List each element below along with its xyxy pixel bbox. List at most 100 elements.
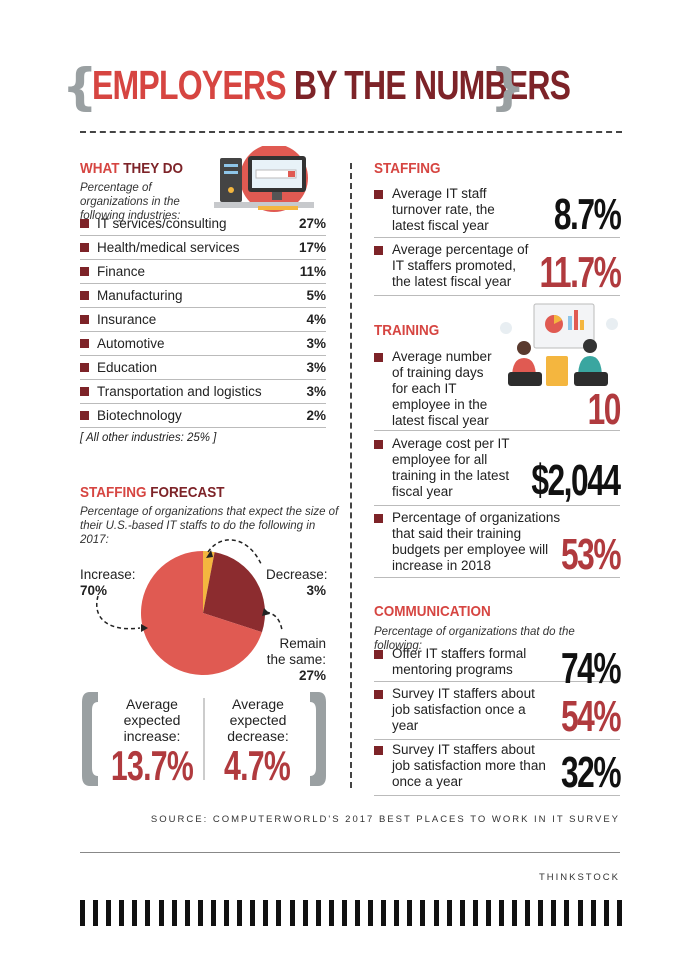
barcode-bar [564, 900, 570, 926]
training-item-value: 53% [560, 530, 622, 579]
barcode-bar [433, 900, 439, 926]
training-title: TRAINING [374, 322, 440, 339]
barcode-bar [289, 900, 295, 926]
what-they-do-title-dark: THEY DO [123, 160, 184, 177]
barcode-bar [224, 900, 230, 926]
decrease-value: 3% [306, 583, 326, 598]
remain-same-label: Remain the same: 27% [266, 636, 326, 683]
pie-slice-remain-same [203, 552, 265, 633]
barcode-bar [420, 900, 426, 926]
training-item-text: Percentage of organizations that said th… [392, 510, 561, 573]
training-item-value: $2,044 [531, 456, 622, 505]
increase-value: 70% [80, 583, 108, 598]
title-part-dark: BY THE NUMBERS [293, 62, 571, 108]
bullet-square-icon [80, 315, 89, 324]
barcode-bar [315, 900, 321, 926]
barcode-bar [446, 900, 452, 926]
training-item: Average cost per IT employee for all tra… [374, 436, 622, 506]
forecast-title: STAFFING FORECAST [80, 484, 225, 501]
communication-item: Survey IT staffers about job satisfactio… [374, 742, 622, 797]
staffing-item: Average IT staff turnover rate, the late… [374, 186, 621, 239]
arrow-head-icon [206, 550, 213, 558]
page-title: EMPLOYERS BY THE NUMBERS [92, 62, 571, 109]
increase-label: Increase: 70% [80, 567, 136, 598]
barcode-bar [551, 900, 557, 926]
barcode-bar [210, 900, 216, 926]
bracket-frame-icon [82, 692, 326, 786]
communication-note: Percentage of organizations that do the … [374, 626, 575, 652]
right-brace-icon: } [490, 58, 526, 116]
title-part-red: EMPLOYERS [92, 62, 287, 108]
barcode-bar [158, 900, 164, 926]
industry-label: Education [97, 360, 158, 375]
barcode-bar [80, 900, 85, 926]
bullet-square-icon [374, 690, 383, 699]
bullet-square-icon [374, 246, 383, 255]
average-expected-box: Average expected increase: 13.7% Average… [80, 690, 328, 789]
bullet-square-icon [80, 243, 89, 252]
computer-illustration-icon [214, 146, 314, 212]
avg-increase-value: 13.7% [110, 742, 194, 789]
barcode-bar [499, 900, 504, 926]
communication-item-value: 32% [560, 748, 622, 797]
barcode-bar [197, 900, 203, 926]
industry-percent: 3% [306, 384, 326, 399]
training-item-value: 10 [587, 385, 622, 434]
barcode-bar [485, 900, 491, 926]
avg-increase-label: Average expected increase: [123, 696, 181, 744]
bullet-square-icon [374, 353, 383, 362]
barcode-bar [145, 900, 151, 926]
industry-label: Finance [97, 264, 146, 279]
industry-row: Education 3% [80, 356, 326, 380]
image-credit: THINKSTOCK [538, 872, 620, 883]
communication-item-value: 54% [560, 692, 622, 741]
barcode-bar [119, 900, 125, 926]
barcode-bar [512, 900, 518, 926]
decrease-label: Decrease: 3% [266, 567, 328, 598]
what-they-do-note: Percentage of organizations in the follo… [80, 182, 181, 222]
barcode-bar [381, 900, 387, 926]
bullet-square-icon [374, 190, 383, 199]
barcode-bar [132, 900, 138, 926]
industry-label: Health/medical services [97, 240, 240, 255]
training-item: Percentage of organizations that said th… [374, 510, 622, 579]
industry-row: Health/medical services 17% [80, 236, 326, 260]
training-item: Average number of training days for each… [374, 349, 621, 434]
bullet-square-icon [80, 339, 89, 348]
bullet-square-icon [374, 650, 383, 659]
industry-label: IT services/consulting [97, 216, 227, 231]
barcode-bar [184, 900, 190, 926]
barcode-bar [538, 900, 544, 926]
industry-percent: 17% [298, 240, 326, 255]
industry-row: Biotechnology 2% [80, 404, 326, 428]
barcode-bar [603, 900, 609, 926]
industry-percent: 5% [306, 288, 326, 303]
industry-row: Finance 11% [80, 260, 326, 284]
forecast-title-red: STAFFING [80, 484, 147, 501]
industry-row: Automotive 3% [80, 332, 326, 356]
pie-slice-decrease [203, 551, 215, 613]
barcode-bar [93, 900, 99, 926]
left-brace-icon: { [62, 58, 98, 116]
industry-row: Insurance 4% [80, 308, 326, 332]
pie-slice-increase [141, 551, 262, 675]
barcode-bar [368, 900, 374, 926]
bullet-square-icon [80, 219, 89, 228]
bullet-square-icon [374, 514, 383, 523]
communication-item: Survey IT staffers about job satisfactio… [374, 686, 622, 741]
communication-item-value: 74% [560, 644, 622, 693]
barcode-bar [590, 900, 596, 926]
barcode-bar [250, 900, 256, 926]
barcode-bar [616, 900, 622, 926]
staffing-item-text: Average IT staff turnover rate, the late… [392, 186, 495, 233]
communication-item-text: Survey IT staffers about job satisfactio… [392, 686, 535, 733]
bullet-square-icon [80, 387, 89, 396]
industry-percent: 27% [298, 216, 326, 231]
industry-percent: 3% [306, 336, 326, 351]
staffing-title: STAFFING [374, 160, 441, 177]
remain-same-value: 27% [298, 668, 326, 683]
barcode-bar [263, 900, 269, 926]
column-divider [350, 163, 352, 788]
staffing-item-text: Average percentage of IT staffers promot… [392, 242, 529, 289]
pie-connector-arrows [96, 539, 283, 632]
